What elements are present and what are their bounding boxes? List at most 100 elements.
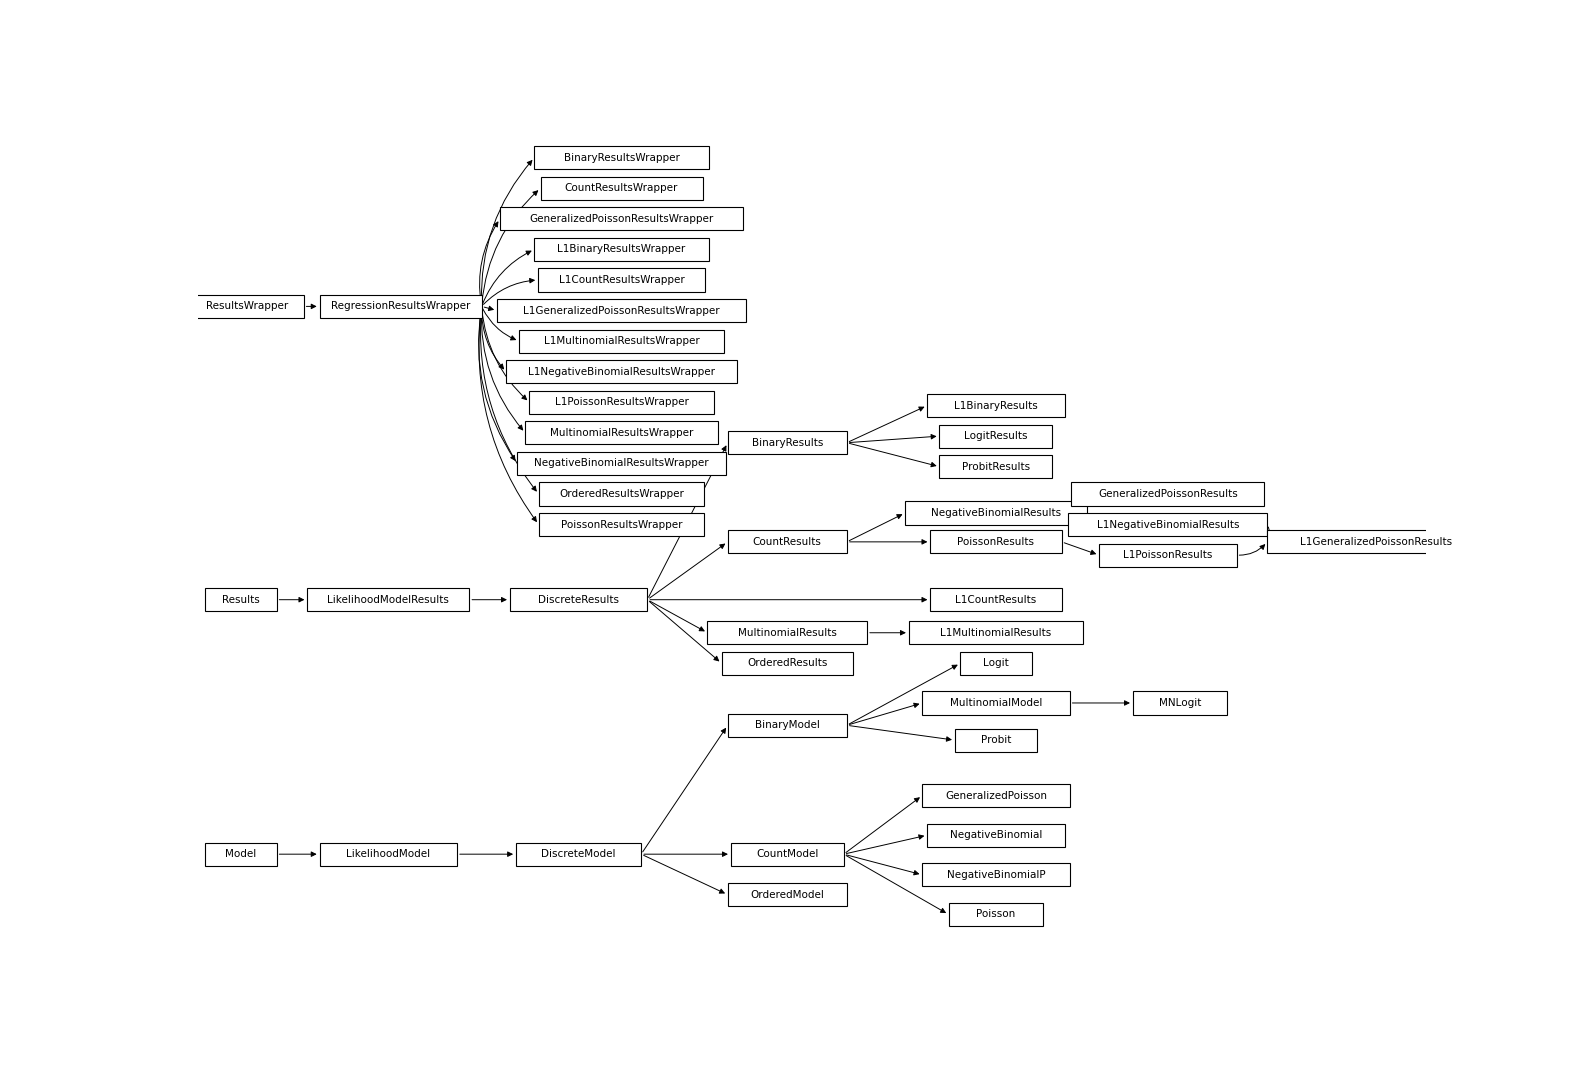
Text: L1CountResultsWrapper: L1CountResultsWrapper: [559, 275, 684, 285]
FancyArrowPatch shape: [480, 309, 537, 491]
Text: L1NegativeBinomialResults: L1NegativeBinomialResults: [1096, 519, 1239, 529]
Text: NegativeBinomial: NegativeBinomial: [950, 831, 1042, 840]
FancyBboxPatch shape: [190, 295, 304, 318]
FancyBboxPatch shape: [539, 268, 705, 292]
Text: L1MultinomialResultsWrapper: L1MultinomialResultsWrapper: [543, 336, 700, 347]
FancyBboxPatch shape: [939, 425, 1052, 447]
Text: DiscreteModel: DiscreteModel: [542, 849, 616, 859]
FancyBboxPatch shape: [534, 146, 708, 170]
Text: L1BinaryResults: L1BinaryResults: [954, 400, 1038, 411]
FancyArrowPatch shape: [482, 161, 532, 304]
FancyBboxPatch shape: [510, 588, 648, 612]
FancyArrowPatch shape: [1239, 545, 1264, 555]
Text: BinaryModel: BinaryModel: [756, 720, 819, 731]
Text: L1MultinomialResults: L1MultinomialResults: [941, 628, 1052, 637]
FancyBboxPatch shape: [922, 691, 1069, 715]
FancyArrowPatch shape: [482, 309, 504, 369]
Text: CountResultsWrapper: CountResultsWrapper: [565, 183, 678, 193]
FancyArrowPatch shape: [1074, 497, 1085, 511]
Text: DiscreteResults: DiscreteResults: [539, 594, 619, 605]
FancyArrowPatch shape: [846, 835, 923, 853]
Text: CountResults: CountResults: [752, 536, 822, 547]
Text: ProbitResults: ProbitResults: [961, 461, 1030, 472]
Text: Results: Results: [222, 594, 260, 605]
FancyArrowPatch shape: [279, 852, 315, 856]
FancyBboxPatch shape: [927, 394, 1064, 417]
FancyBboxPatch shape: [1068, 513, 1267, 536]
Text: GeneralizedPoissonResults: GeneralizedPoissonResults: [1098, 489, 1237, 499]
FancyArrowPatch shape: [459, 852, 512, 856]
FancyBboxPatch shape: [520, 329, 724, 353]
FancyArrowPatch shape: [306, 304, 315, 309]
FancyBboxPatch shape: [955, 729, 1038, 752]
Text: GeneralizedPoisson: GeneralizedPoisson: [946, 791, 1047, 800]
FancyBboxPatch shape: [727, 883, 847, 907]
FancyArrowPatch shape: [482, 191, 537, 304]
Text: L1GeneralizedPoissonResults: L1GeneralizedPoissonResults: [1300, 536, 1453, 547]
FancyArrowPatch shape: [649, 601, 703, 631]
FancyBboxPatch shape: [516, 452, 725, 475]
FancyArrowPatch shape: [279, 598, 304, 602]
FancyArrowPatch shape: [846, 798, 919, 853]
Text: L1PoissonResults: L1PoissonResults: [1123, 550, 1212, 560]
FancyBboxPatch shape: [727, 530, 847, 554]
FancyBboxPatch shape: [927, 824, 1064, 847]
Text: LogitResults: LogitResults: [965, 431, 1028, 441]
Text: L1PoissonResultsWrapper: L1PoissonResultsWrapper: [554, 397, 689, 408]
FancyArrowPatch shape: [483, 278, 534, 305]
FancyBboxPatch shape: [516, 842, 642, 866]
Text: Model: Model: [225, 849, 257, 859]
FancyBboxPatch shape: [939, 455, 1052, 479]
FancyArrowPatch shape: [648, 446, 725, 598]
FancyBboxPatch shape: [922, 784, 1069, 807]
FancyBboxPatch shape: [534, 238, 708, 261]
FancyBboxPatch shape: [904, 501, 1087, 525]
FancyArrowPatch shape: [478, 309, 537, 521]
FancyBboxPatch shape: [722, 651, 852, 675]
FancyBboxPatch shape: [1133, 691, 1228, 715]
FancyArrowPatch shape: [849, 443, 936, 467]
Text: CountModel: CountModel: [756, 849, 819, 859]
FancyBboxPatch shape: [507, 361, 737, 383]
FancyBboxPatch shape: [529, 391, 713, 414]
FancyArrowPatch shape: [472, 598, 505, 602]
FancyBboxPatch shape: [922, 864, 1069, 886]
FancyBboxPatch shape: [501, 207, 743, 231]
FancyBboxPatch shape: [730, 842, 844, 866]
FancyBboxPatch shape: [727, 431, 847, 454]
Text: OrderedModel: OrderedModel: [751, 890, 824, 899]
Text: BinaryResultsWrapper: BinaryResultsWrapper: [564, 152, 680, 163]
FancyBboxPatch shape: [1099, 544, 1237, 567]
FancyArrowPatch shape: [482, 309, 523, 430]
Text: LikelihoodModelResults: LikelihoodModelResults: [328, 594, 450, 605]
Text: LikelihoodModel: LikelihoodModel: [347, 849, 431, 859]
FancyArrowPatch shape: [649, 602, 719, 661]
Text: NegativeBinomialResultsWrapper: NegativeBinomialResultsWrapper: [534, 458, 708, 469]
Text: L1CountResults: L1CountResults: [955, 594, 1036, 605]
Text: NegativeBinomialP: NegativeBinomialP: [947, 870, 1045, 880]
Text: MNLogit: MNLogit: [1159, 697, 1201, 708]
FancyBboxPatch shape: [930, 588, 1061, 612]
Text: Logit: Logit: [984, 659, 1009, 668]
FancyBboxPatch shape: [949, 902, 1044, 926]
FancyArrowPatch shape: [478, 309, 515, 460]
FancyBboxPatch shape: [539, 513, 705, 536]
FancyBboxPatch shape: [206, 842, 277, 866]
FancyArrowPatch shape: [1072, 514, 1085, 523]
FancyBboxPatch shape: [526, 422, 718, 444]
FancyArrowPatch shape: [485, 306, 493, 310]
FancyArrowPatch shape: [483, 251, 531, 304]
FancyArrowPatch shape: [849, 665, 957, 724]
FancyBboxPatch shape: [307, 588, 469, 612]
Text: NegativeBinomialResults: NegativeBinomialResults: [931, 508, 1061, 518]
FancyArrowPatch shape: [643, 729, 725, 852]
Text: MultinomialModel: MultinomialModel: [950, 697, 1042, 708]
FancyArrowPatch shape: [645, 852, 727, 856]
FancyBboxPatch shape: [539, 483, 705, 505]
Text: MultinomialResultsWrapper: MultinomialResultsWrapper: [550, 428, 694, 438]
FancyArrowPatch shape: [643, 855, 724, 893]
FancyArrowPatch shape: [870, 631, 904, 635]
FancyArrowPatch shape: [480, 222, 497, 304]
Text: L1NegativeBinomialResultsWrapper: L1NegativeBinomialResultsWrapper: [527, 367, 714, 377]
Text: MultinomialResults: MultinomialResults: [738, 628, 836, 637]
